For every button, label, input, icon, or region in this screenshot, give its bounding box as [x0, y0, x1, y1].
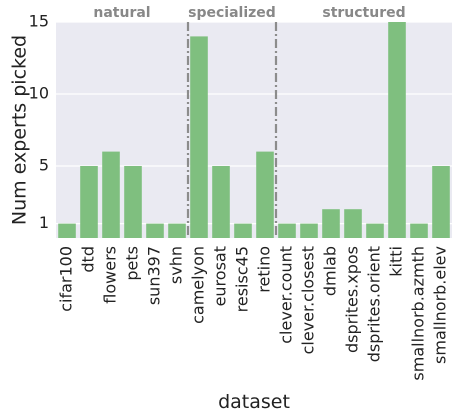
x-tick-label: pets [123, 246, 142, 281]
bar [168, 223, 186, 238]
x-tick-label: resisc45 [233, 246, 252, 312]
x-tick-labels: cifar100 dtd flowers pets sun397 svhn camelyon… [57, 246, 450, 381]
bar [388, 22, 406, 238]
bar [58, 223, 76, 238]
group-labels: natural specialized structured [93, 5, 405, 21]
y-tick-label: 1 [39, 213, 49, 232]
bar [300, 223, 318, 238]
x-tick-label: retino [255, 246, 274, 293]
x-tick-label: dsprites.xpos [343, 246, 362, 353]
x-tick-label: flowers [101, 246, 120, 304]
x-tick-label: dsprites.orient [365, 246, 384, 362]
bar [256, 151, 274, 238]
bar [146, 223, 164, 238]
group-label: structured [322, 5, 405, 21]
bar [322, 209, 340, 238]
bar [80, 166, 98, 238]
x-tick-label: dtd [79, 246, 98, 273]
bar [344, 209, 362, 238]
x-tick-label: clever.count [277, 246, 296, 344]
bar [234, 223, 252, 238]
group-label: specialized [188, 5, 276, 21]
bar [102, 151, 120, 238]
bar [432, 166, 450, 238]
grid-lines [56, 21, 452, 225]
bars [58, 22, 450, 239]
x-tick-label: dmlab [321, 246, 340, 296]
bar [212, 166, 230, 238]
x-tick-label: sun397 [145, 246, 164, 305]
group-separators [186, 22, 278, 238]
bar [190, 36, 208, 239]
x-tick-label: svhn [167, 246, 186, 284]
y-tick-label: 15 [29, 12, 49, 31]
y-tick-label: 5 [39, 156, 49, 175]
group-label: natural [93, 5, 150, 21]
y-tick-label: 10 [29, 84, 49, 103]
x-tick-label: clever.closest [299, 246, 318, 354]
bar [278, 223, 296, 238]
x-tick-label: eurosat [211, 246, 230, 306]
bar [410, 223, 428, 238]
x-axis-title: dataset [218, 391, 290, 413]
y-axis-title: Num experts picked [9, 35, 31, 225]
bar [366, 223, 384, 238]
x-tick-label: kitti [387, 246, 406, 277]
bar [124, 166, 142, 238]
x-tick-label: cifar100 [57, 246, 76, 312]
x-tick-label: camelyon [189, 246, 208, 324]
plot-background [56, 22, 452, 238]
x-tick-label: smallnorb.azmth [409, 246, 428, 381]
x-tick-label: smallnorb.elev [431, 246, 450, 364]
